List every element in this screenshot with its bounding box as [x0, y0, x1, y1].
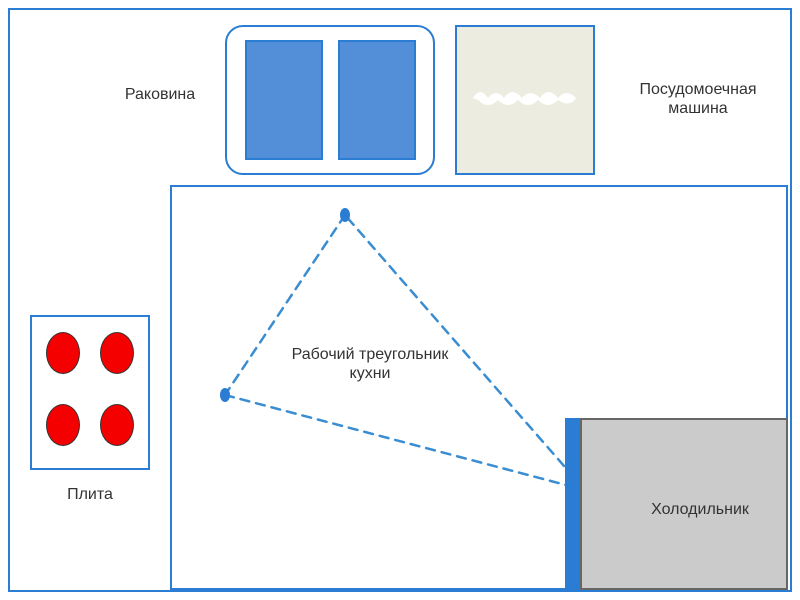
- fridge-back-strip: [565, 418, 580, 590]
- triangle-vertex: [220, 388, 230, 402]
- sink-basin-left: [245, 40, 323, 160]
- stove-label: Плита: [40, 485, 140, 505]
- dishwasher-splash-icon: [470, 80, 580, 110]
- fridge-label: Холодильник: [620, 500, 780, 520]
- dishwasher-label: Посудомоечнаямашина: [608, 80, 788, 120]
- sink-label: Раковина: [100, 85, 220, 105]
- stove-burner: [100, 404, 134, 446]
- triangle-vertex: [340, 208, 350, 222]
- stove-burner: [46, 332, 80, 374]
- sink-basin-right: [338, 40, 416, 160]
- triangle-label: Рабочий треугольниккухни: [245, 345, 495, 385]
- stove-burner: [100, 332, 134, 374]
- stove: [30, 315, 150, 470]
- stove-burner: [46, 404, 80, 446]
